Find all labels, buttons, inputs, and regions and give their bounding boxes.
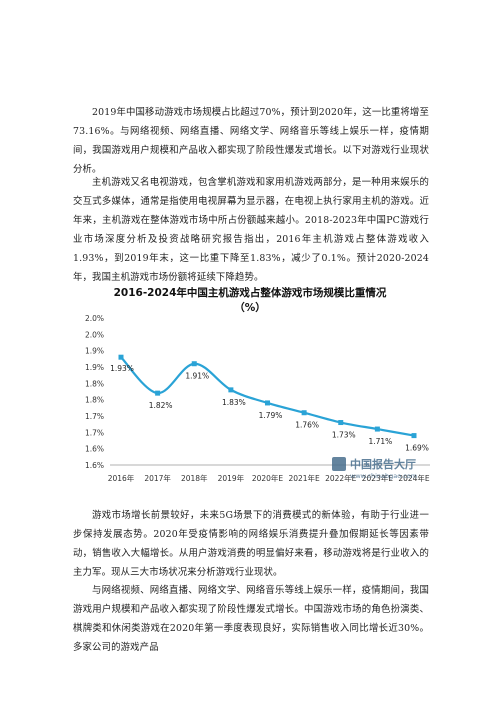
data-label: 1.71% — [368, 437, 392, 446]
data-label: 1.69% — [405, 444, 429, 453]
chart-x-ticks: 2016年 2017年 2018年 2019年 2020年E 2021年E 2022年E 20… — [108, 473, 430, 483]
line-chart: 1.93% 1.82% 1.91% 1.83% 1.79% 1.76% 1.73% 1.71%… — [85, 314, 430, 483]
y-tick-label: 1.7% — [85, 412, 104, 421]
y-tick-label: 1.8% — [85, 379, 104, 388]
data-point — [338, 420, 344, 426]
paragraph-2: 主机游戏又名电视游戏，包含掌机游戏和家用机游戏两部分，是一种用来娱乐的交互式多媒… — [73, 177, 429, 283]
x-tick-label: 2019年 — [218, 473, 245, 483]
watermark-text: 中国报告大厅 — [350, 457, 416, 471]
series-line — [120, 356, 415, 437]
x-tick-label: 2017年 — [144, 473, 171, 483]
y-tick-label: 2.0% — [85, 314, 104, 323]
x-tick-label: 2022年E — [325, 473, 357, 483]
y-tick-label: 1.9% — [85, 363, 104, 372]
y-tick-label: 1.9% — [85, 347, 104, 356]
x-tick-label: 2016年 — [108, 473, 135, 483]
data-point — [374, 426, 380, 432]
watermark-subtext: www.chinabgao.com — [350, 472, 417, 480]
data-label: 1.76% — [295, 421, 319, 430]
data-label: 1.79% — [259, 411, 283, 420]
chart-line-group — [120, 356, 415, 437]
data-label: 1.93% — [110, 364, 134, 373]
y-tick-label: 1.7% — [85, 428, 104, 437]
watermark-logo-icon — [332, 457, 346, 471]
data-label: 1.91% — [185, 372, 209, 381]
data-point — [155, 390, 161, 396]
x-tick-label: 2021年E — [288, 473, 320, 483]
chart-title: 2016-2024年中国主机游戏占整体游戏市场规模比重情况 — [113, 287, 387, 299]
x-tick-label: 2023年E — [362, 473, 394, 483]
data-point — [118, 354, 124, 360]
y-tick-label: 2.0% — [85, 330, 104, 339]
data-point — [191, 361, 197, 367]
data-point — [301, 410, 307, 416]
paragraph-4: 与网络视频、网络直播、网络文学、网络音乐等线上娱乐一样，疫情期间，我国游戏用户规… — [73, 585, 429, 653]
data-point — [265, 400, 270, 406]
chart-data-labels: 1.93% 1.82% 1.91% 1.83% 1.79% 1.76% 1.73% 1.71%… — [110, 364, 429, 452]
x-tick-label: 2020年E — [252, 473, 284, 483]
y-tick-label: 1.6% — [85, 445, 104, 454]
y-tick-label: 1.8% — [85, 396, 104, 405]
paragraph-3: 游戏市场增长前景较好，未来5G场景下的消费模式的新体验，有助于行业进一步保持发展… — [73, 510, 429, 578]
y-tick-label: 1.6% — [85, 461, 104, 470]
chart-points — [118, 354, 417, 439]
data-label: 1.73% — [332, 431, 356, 440]
chart-y-ticks: 1.6% 1.6% 1.7% 1.7% 1.8% 1.8% 1.9% 1.9% 2.0% 2.0% — [85, 314, 104, 470]
x-tick-label: 2024年E — [398, 473, 430, 483]
watermark: 中国报告大厅 www.chinabgao.com — [332, 457, 417, 480]
chart-subtitle: （%） — [234, 302, 266, 314]
data-point — [411, 433, 417, 439]
paragraph-1: 2019年中国移动游戏市场规模占比超过70%，预计到2020年，这一比重将增至7… — [73, 107, 429, 175]
x-tick-label: 2018年 — [181, 473, 208, 483]
data-label: 1.83% — [222, 398, 246, 407]
data-label: 1.82% — [149, 401, 173, 410]
data-point — [228, 387, 234, 393]
